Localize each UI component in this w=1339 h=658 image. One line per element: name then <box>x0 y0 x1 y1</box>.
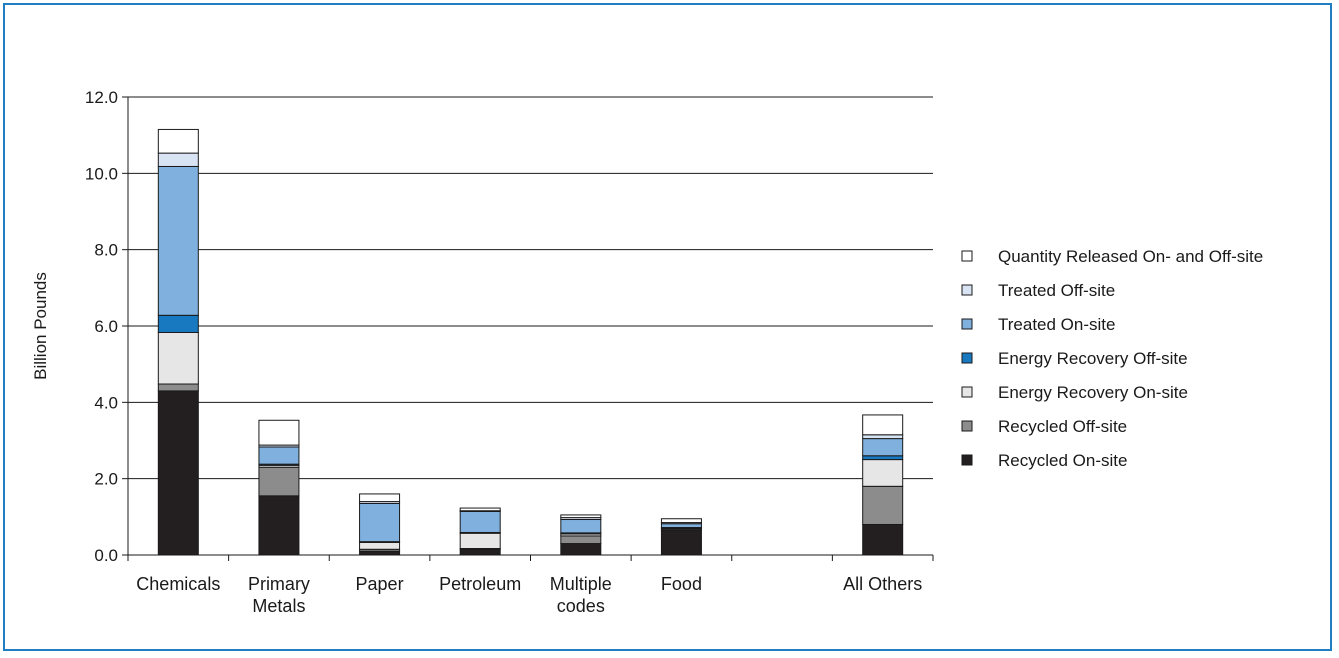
bar-segment <box>157 152 199 167</box>
bar-segment <box>660 523 702 529</box>
y-tick-label: 6.0 <box>94 317 118 336</box>
y-tick-label: 2.0 <box>94 470 118 489</box>
bar-segment <box>560 514 602 519</box>
bar-segment <box>258 446 300 465</box>
x-tick-label: Multiple <box>550 574 612 594</box>
bar-segment <box>258 419 300 446</box>
bar-segment <box>862 438 904 457</box>
bar-segment <box>862 414 904 436</box>
x-tick-label: Metals <box>252 596 305 616</box>
bar-segment <box>862 485 904 525</box>
bar-segment <box>459 510 501 533</box>
x-tick-label: codes <box>557 596 605 616</box>
y-tick-label: 10.0 <box>85 164 118 183</box>
legend-swatch <box>961 318 973 330</box>
bar-segment <box>560 519 602 534</box>
bar-segment <box>359 550 401 556</box>
bar-segment <box>157 390 199 556</box>
x-tick-label: Food <box>661 574 702 594</box>
bar-segment <box>157 331 199 385</box>
x-tick-label: Primary <box>248 574 310 594</box>
legend-label: Treated On-site <box>998 315 1115 334</box>
bar-segment <box>660 518 702 524</box>
bar-segment <box>459 532 501 550</box>
bar-segment <box>862 459 904 487</box>
bar-segment <box>258 466 300 497</box>
bar-segment <box>258 495 300 556</box>
bar-segment <box>157 165 199 316</box>
bar-segment <box>862 455 904 461</box>
bar-segment <box>862 523 904 556</box>
bar-segment <box>459 548 501 556</box>
bar-segment <box>157 314 199 333</box>
bar-segment <box>660 529 702 556</box>
legend-swatch <box>961 352 973 364</box>
bar-segment <box>157 383 199 392</box>
bar-segment <box>359 493 401 503</box>
x-tick-label: Petroleum <box>439 574 521 594</box>
legend-swatch <box>961 250 973 262</box>
bar-segment <box>862 434 904 440</box>
bar-segment <box>560 535 602 545</box>
legend-swatch <box>961 454 973 466</box>
legend-swatch <box>961 284 973 296</box>
legend-label: Recycled On-site <box>998 451 1127 470</box>
x-tick-label: Chemicals <box>136 574 220 594</box>
bar-segment <box>359 502 401 543</box>
bar-segment <box>560 543 602 556</box>
legend-label: Recycled Off-site <box>998 417 1127 436</box>
bar-segment <box>359 541 401 550</box>
legend-label: Energy Recovery On-site <box>998 383 1188 402</box>
bar-segment <box>459 507 501 512</box>
bar-segment <box>157 128 199 154</box>
y-axis-label: Billion Pounds <box>31 272 50 380</box>
x-tick-label: Paper <box>356 574 404 594</box>
y-tick-label: 0.0 <box>94 546 118 565</box>
legend-swatch <box>961 420 973 432</box>
y-tick-label: 12.0 <box>85 88 118 107</box>
legend-swatch <box>961 386 973 398</box>
legend-label: Energy Recovery Off-site <box>998 349 1188 368</box>
legend-label: Quantity Released On- and Off-site <box>998 247 1263 266</box>
x-tick-label: All Others <box>843 574 922 594</box>
legend-label: Treated Off-site <box>998 281 1115 300</box>
y-tick-label: 4.0 <box>94 393 118 412</box>
y-tick-label: 8.0 <box>94 241 118 260</box>
